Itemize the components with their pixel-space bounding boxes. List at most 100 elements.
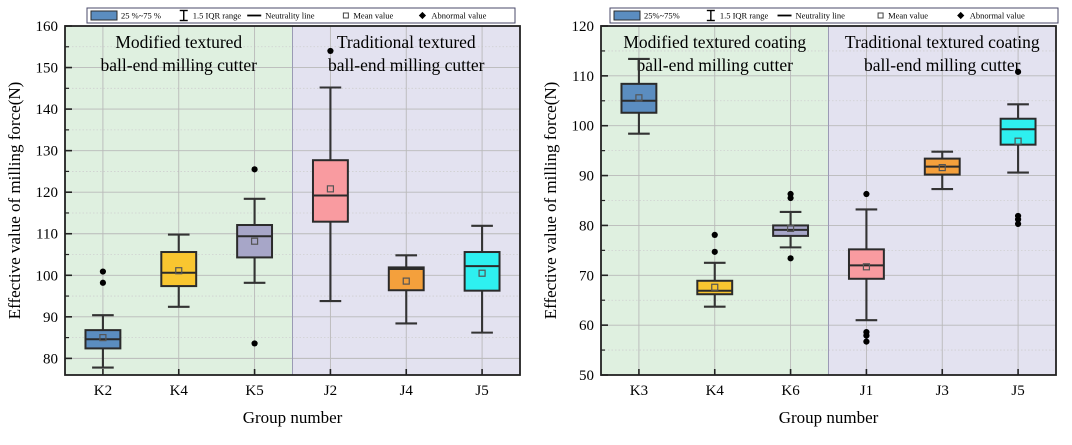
y-tick-label: 80 (579, 218, 594, 234)
box-iqr (620, 82, 658, 114)
region-label-modified: Modified textured coating ball-end millin… (623, 32, 806, 75)
y-tick-label: 100 (572, 119, 595, 135)
region-label-modified: Modified textured ball-end milling cutter (101, 32, 258, 75)
y-tick-label: 150 (36, 61, 59, 77)
boxplot-J5 (463, 224, 501, 334)
boxplot-J4 (387, 254, 425, 325)
x-axis-title: Group number (779, 408, 879, 427)
x-tick-label-K4: K4 (706, 383, 725, 399)
box-iqr (311, 159, 349, 223)
mean-marker (175, 267, 183, 275)
outlier-marker (99, 268, 107, 275)
y-tick-label: 90 (43, 310, 58, 326)
region-label-line2: ball-end milling cutter (101, 55, 258, 75)
legend-label: Neutrality line (796, 11, 846, 21)
outlier-marker (863, 190, 870, 198)
boxplot-K6 (772, 190, 810, 262)
mean-marker (786, 224, 795, 233)
outlier-marker (251, 166, 258, 173)
y-tick-label: 100 (36, 268, 59, 284)
outlier-marker (327, 47, 334, 55)
legend-label: Abnormal value (970, 11, 1025, 21)
left-chart: 80 90 100 110 120 130 140 150 160 K2 K4 K5 J2 J4 J5 Gro… (5, 7, 521, 427)
mean-marker (478, 269, 486, 277)
x-tick-label-J5: J5 (1011, 383, 1024, 399)
y-axis-title: Effective value of milling force(N) (541, 82, 560, 320)
box-iqr (387, 266, 425, 292)
legend-item-neutrality-line-swatch: Neutrality line (247, 11, 315, 21)
y-tick-label: 130 (36, 144, 59, 160)
outlier-marker (99, 279, 107, 286)
legend-frame (86, 7, 516, 24)
legend: 25%~75% 1.5 IQR range Neutrality line Mean … (609, 7, 1059, 24)
outlier-marker (1014, 216, 1022, 223)
abnormal-diamond-icon (957, 11, 965, 20)
mean-marker (326, 185, 335, 193)
x-axis-title: Group number (243, 408, 343, 427)
region-label-line2: ball-end milling cutter (864, 55, 1021, 75)
x-tick-label-J5: J5 (475, 383, 488, 399)
outlier-marker (1014, 68, 1022, 75)
outlier-marker (251, 340, 258, 347)
x-tick-label-J2: J2 (324, 383, 337, 399)
box-iqr (847, 248, 885, 280)
y-tick-label: 110 (36, 227, 58, 243)
region-label-traditional: Traditional textured coating ball-end mil… (845, 32, 1040, 75)
region-label-line1: Traditional textured coating (845, 32, 1040, 52)
region-label-line1: Traditional textured (337, 32, 476, 52)
box-iqr (160, 251, 198, 288)
left-chart-panel: 80 90 100 110 120 130 140 150 160 K2 K4 K5 J2 J4 J5 Gro… (5, 7, 521, 427)
legend-item-iqr-box-swatch: 25 %~75 % (90, 10, 161, 21)
outlier-marker (711, 248, 718, 255)
legend-item-abnormal-value-swatch: Abnormal value (418, 11, 487, 21)
legend-label: 25%~75% (644, 11, 680, 21)
x-tick-label-K3: K3 (630, 383, 648, 399)
legend-label: 1.5 IQR range (193, 11, 242, 21)
boxplot-K4 (160, 233, 198, 308)
mean-marker (250, 237, 259, 245)
x-tick-label-K4: K4 (170, 383, 189, 399)
abnormal-diamond-icon (418, 11, 427, 20)
legend: 25 %~75 % 1.5 IQR range Neutrality line Mea… (86, 7, 516, 24)
x-tick-label-J3: J3 (936, 383, 949, 399)
box-iqr (236, 224, 274, 259)
y-tick-label: 140 (36, 102, 59, 118)
legend-label: Mean value (888, 11, 928, 21)
y-tick-label: 120 (572, 19, 595, 35)
legend-item-abnormal-value-swatch: Abnormal value (957, 11, 1025, 21)
boxplot-K5 (236, 166, 274, 347)
outlier-marker (863, 332, 870, 339)
legend-item-mean-value-swatch: Mean value (877, 11, 928, 21)
x-tick-label-K6: K6 (781, 383, 800, 399)
box-iqr (696, 279, 734, 296)
mean-marker (862, 263, 871, 271)
y-tick-label: 110 (572, 69, 594, 85)
y-tick-label: 120 (36, 185, 59, 201)
boxplot-J5 (999, 68, 1037, 228)
legend-item-whisker-swatch: 1.5 IQR range (179, 9, 242, 22)
y-tick-label: 90 (579, 169, 594, 185)
boxplot-J2 (311, 47, 349, 303)
outlier-marker (787, 194, 794, 202)
legend-label: Neutrality line (265, 11, 315, 21)
legend-label: 25 %~75 % (121, 11, 161, 21)
legend-item-whisker-swatch: 1.5 IQR range (706, 9, 768, 22)
region-label-line1: Modified textured (115, 32, 242, 52)
region-label-line2: ball-end milling cutter (637, 55, 794, 75)
mean-square-icon (342, 12, 349, 19)
x-tick-label-K2: K2 (94, 383, 112, 399)
iqr-box-icon (90, 10, 118, 21)
boxplot-K2 (84, 268, 122, 369)
x-tick-label-J1: J1 (860, 383, 873, 399)
legend-frame (609, 7, 1059, 24)
iqr-box-icon (613, 10, 641, 21)
boxplot-J3 (923, 150, 961, 191)
legend-label: Mean value (353, 11, 393, 21)
mean-marker (938, 163, 946, 172)
mean-marker (711, 283, 719, 291)
x-tick-label-K5: K5 (245, 383, 263, 399)
outlier-marker (711, 231, 718, 239)
y-tick-label: 160 (36, 19, 59, 35)
outlier-marker (787, 255, 794, 262)
